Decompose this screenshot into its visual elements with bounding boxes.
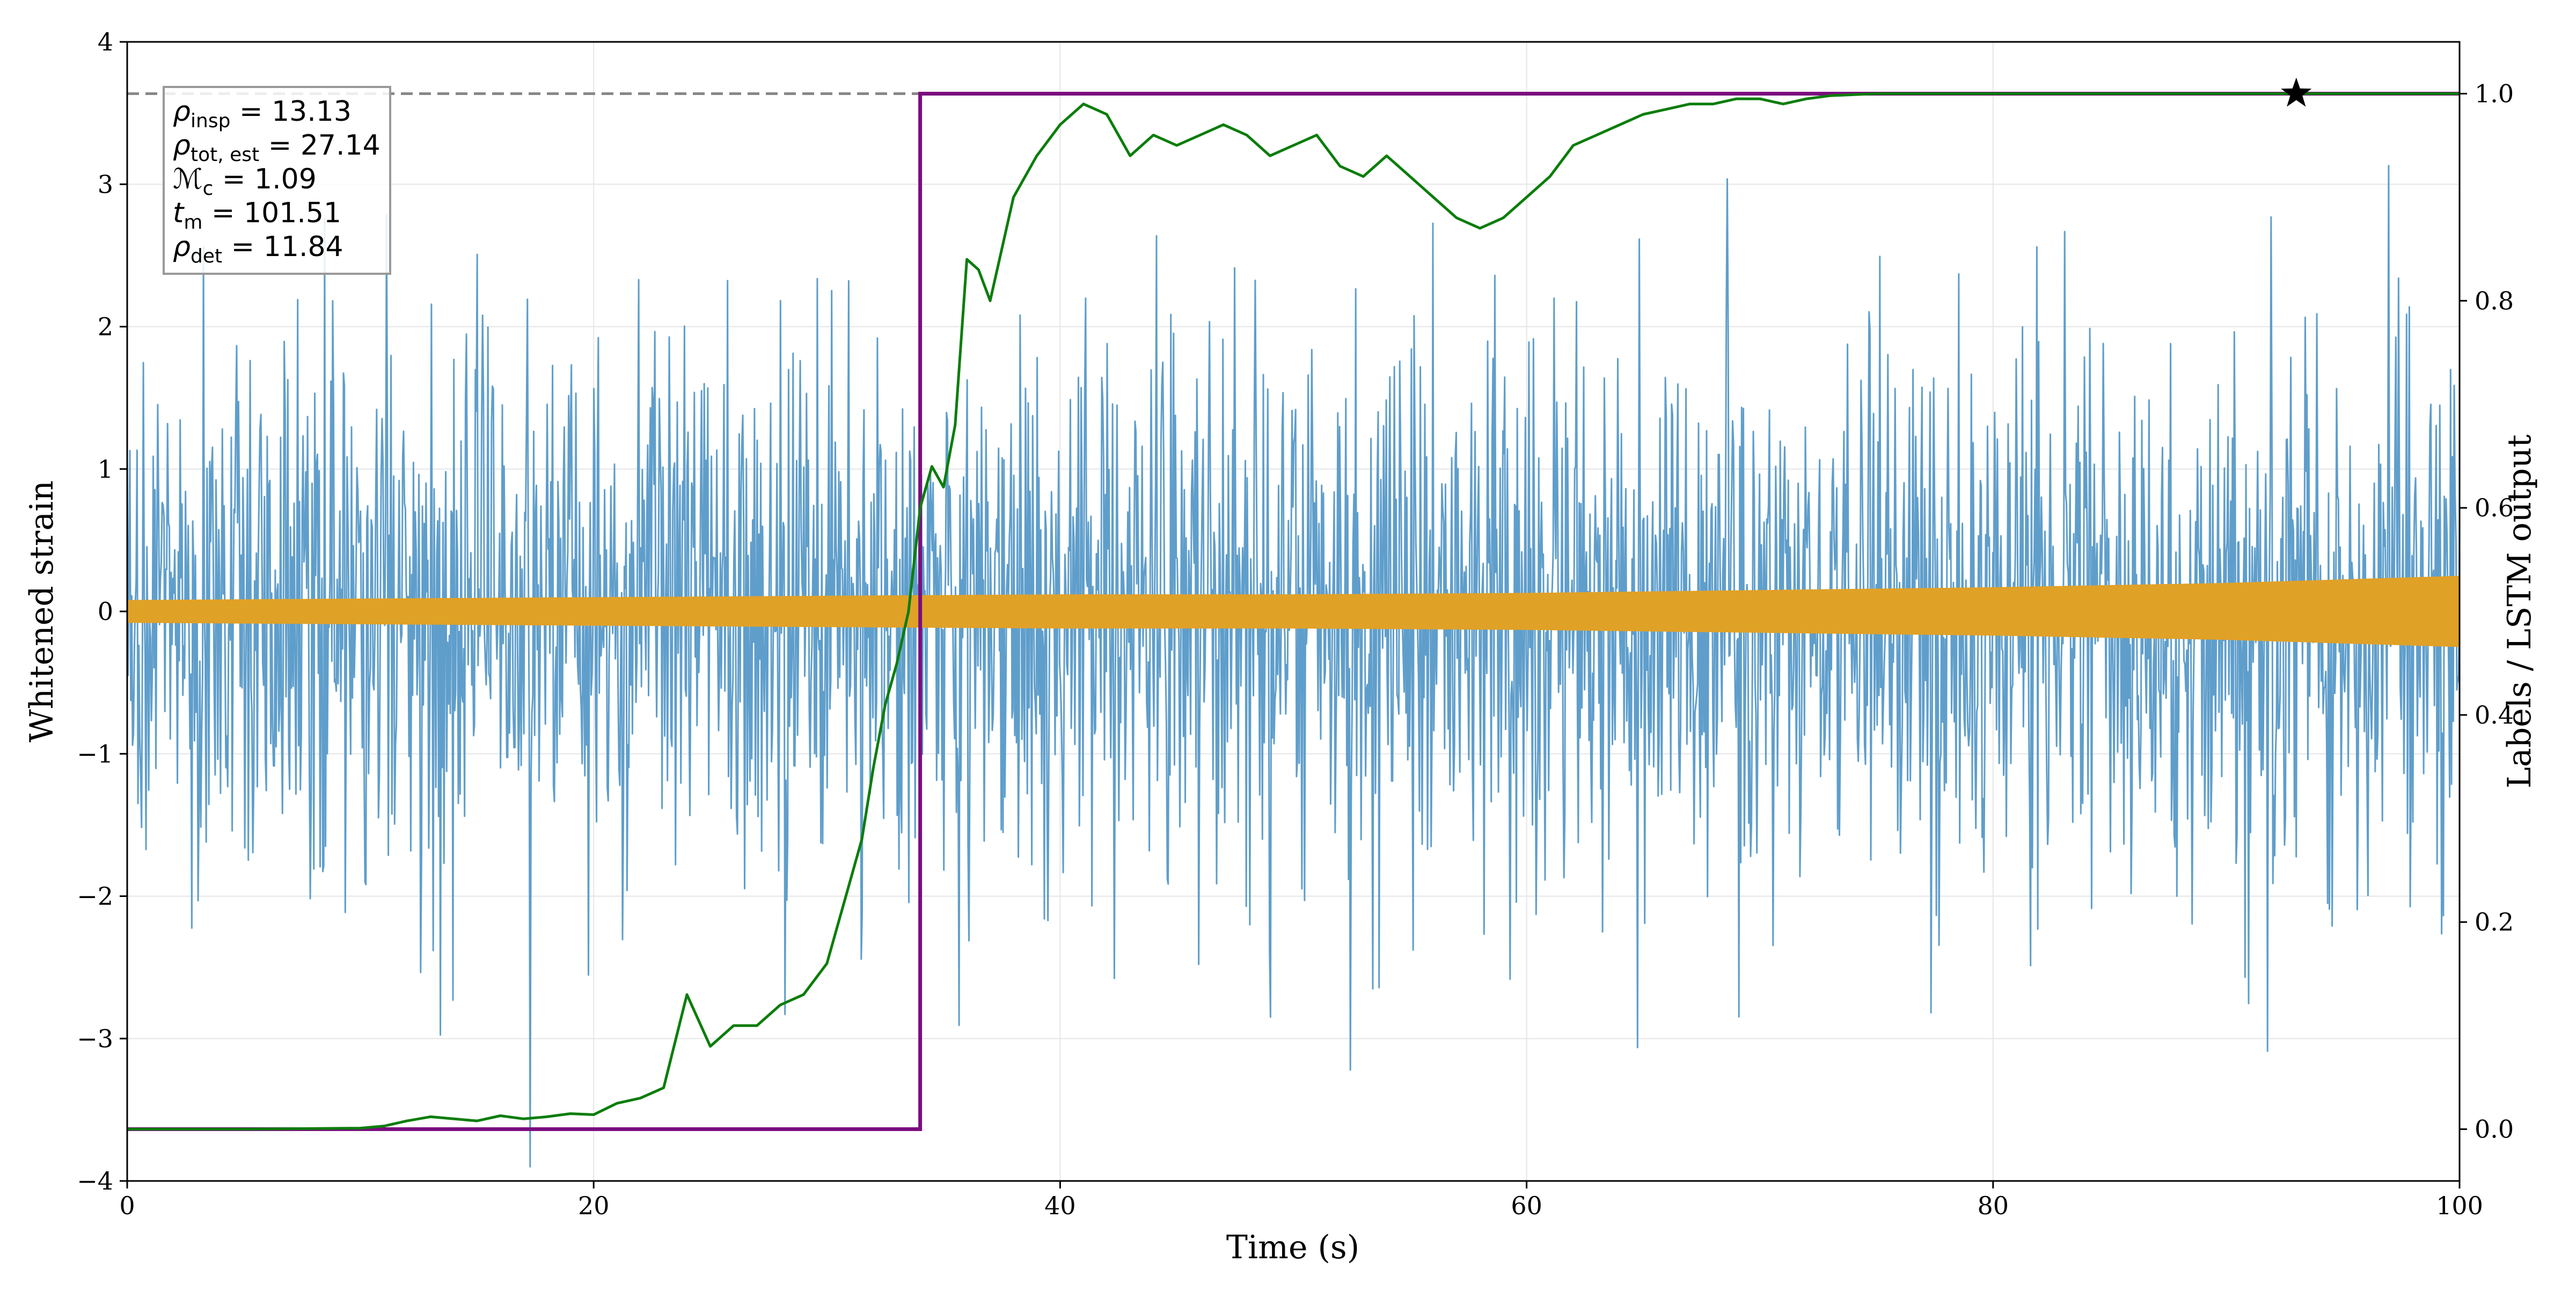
- axes: 0 20 40 60 80 100 −4 −3 −2 −1 0 1 2 3 4 0.0 0.2 0.4 0.6 0.8…: [77, 27, 2514, 1220]
- y-left-tick-label: −1: [77, 739, 113, 768]
- annotation-line: ρtot, est = 27.14: [173, 129, 380, 166]
- x-tick-label: 80: [1978, 1191, 2009, 1220]
- y-right-tick-label: 0.4: [2475, 701, 2514, 730]
- y-right-tick-label: 1.0: [2475, 79, 2514, 108]
- label-series: [127, 92, 2460, 1131]
- y-left-tick-label: 2: [98, 312, 113, 341]
- y-left-tick-label: 4: [98, 27, 113, 56]
- x-tick-label: 60: [1511, 1191, 1542, 1220]
- annotation-line: ρinsp = 13.13: [173, 96, 352, 132]
- x-tick-label: 100: [2436, 1191, 2483, 1220]
- x-tick-label: 20: [578, 1191, 610, 1220]
- y-right-tick-label: 0.2: [2475, 908, 2514, 937]
- y-left-tick-label: 1: [98, 455, 113, 484]
- annotation-line: ρdet = 11.84: [173, 231, 343, 267]
- y-right-tick-label: 0.6: [2475, 493, 2514, 522]
- annotation-line: ℳc = 1.09: [173, 163, 317, 200]
- y-right-tick-label: 0.0: [2475, 1115, 2514, 1144]
- y-left-tick-label: −2: [77, 882, 113, 911]
- strain-series: [127, 165, 2460, 1168]
- y-axis-right-title: Labels / LSTM output: [2501, 434, 2538, 788]
- y-axis-left-title: Whitened strain: [23, 480, 61, 742]
- lstm-series: [127, 92, 2460, 1130]
- x-tick-label: 0: [119, 1191, 135, 1220]
- annotation-line: tm = 101.51: [173, 197, 341, 234]
- plot-area: [127, 92, 2460, 1168]
- x-axis-title: Time (s): [1226, 1229, 1359, 1266]
- star-marker: [2281, 77, 2312, 107]
- y-right-tick-label: 0.8: [2475, 286, 2514, 315]
- y-left-tick-label: −4: [77, 1166, 113, 1195]
- y-left-tick-label: 0: [98, 597, 113, 626]
- y-left-tick-label: −3: [77, 1024, 113, 1053]
- y-left-tick-label: 3: [98, 170, 113, 199]
- template-series: [127, 575, 2460, 647]
- x-tick-label: 40: [1044, 1191, 1076, 1220]
